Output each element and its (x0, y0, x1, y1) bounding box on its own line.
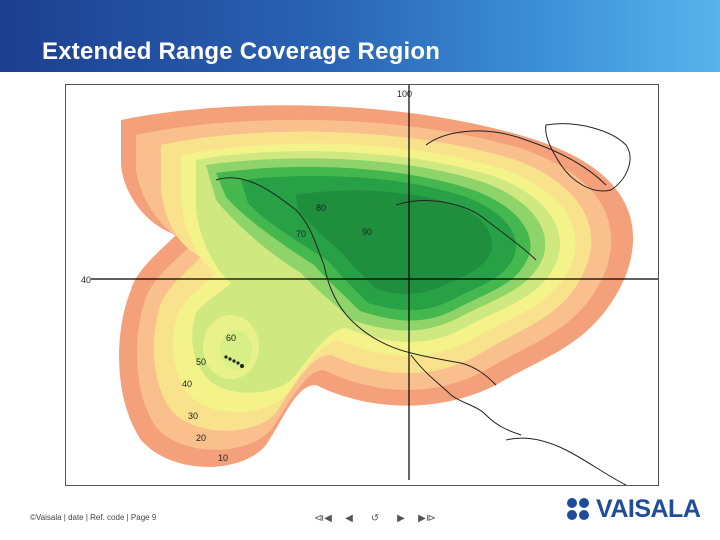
vaisala-logo: VAISALA (564, 494, 701, 524)
contour-label-70: 70 (296, 229, 306, 239)
contour-label-80: 80 (316, 203, 326, 213)
first-slide-button[interactable]: ⧏◀ (314, 512, 332, 524)
vaisala-logo-text: VAISALA (596, 494, 701, 523)
contour-label-30: 30 (188, 411, 198, 421)
next-slide-button[interactable]: ▶ (397, 512, 405, 524)
central-america-coastline (410, 354, 522, 436)
hawaii-zone-inner (220, 330, 252, 370)
contour-label-90: 90 (362, 227, 372, 237)
south-america-coastline (505, 437, 627, 485)
footer-text: ©Vaisala | date | Ref. code | Page 9 (30, 513, 157, 522)
slide-title: Extended Range Coverage Region (42, 38, 441, 65)
last-slide-button[interactable]: ▶⧐ (418, 512, 436, 524)
previous-slide-button[interactable]: ◀ (345, 512, 353, 524)
coverage-map: 100 40 80 70 90 60 50 40 30 20 10 (65, 84, 659, 486)
greenland-outline (545, 123, 631, 192)
contour-label-60: 60 (226, 333, 236, 343)
hawaii-islands (224, 355, 244, 368)
contour-ring-90 (296, 190, 493, 294)
north-america-coastline (215, 130, 607, 386)
contour-label-40: 40 (182, 379, 192, 389)
slide-header: Extended Range Coverage Region (0, 0, 720, 72)
latitude-label: 40 (81, 275, 91, 285)
contour-label-50: 50 (196, 357, 206, 367)
contour-label-20: 20 (196, 433, 206, 443)
vaisala-logo-mark-icon (567, 498, 589, 520)
contour-label-10: 10 (218, 453, 228, 463)
return-button[interactable]: ↺ (370, 512, 380, 524)
coverage-map-graphic: 100 40 80 70 90 60 50 40 30 20 10 (81, 85, 658, 485)
longitude-label: 100 (397, 89, 412, 99)
slide-navigation: ⧏◀ ◀ ↺ ▶ ▶⧐ (314, 511, 436, 525)
